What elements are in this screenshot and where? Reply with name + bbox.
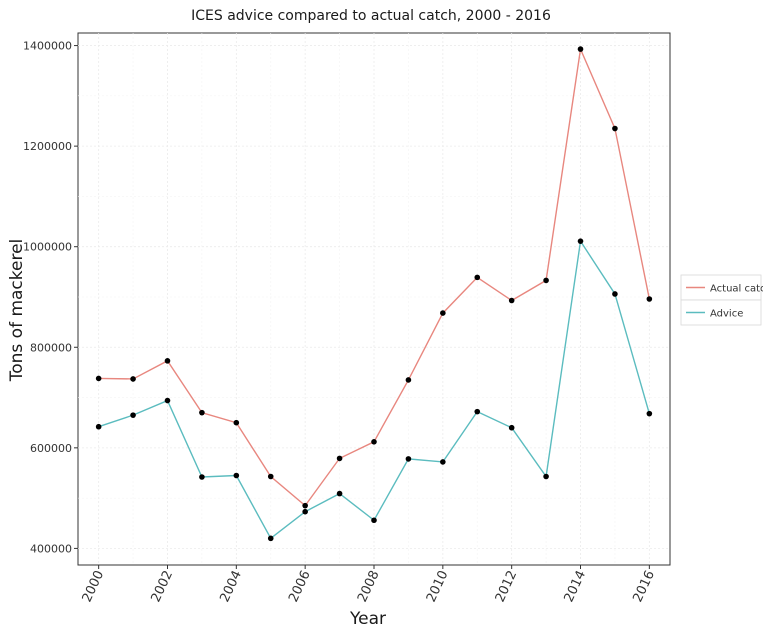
x-tick-label: 2004 bbox=[217, 568, 245, 604]
data-point bbox=[199, 474, 205, 480]
data-point bbox=[508, 424, 515, 431]
data-point bbox=[612, 291, 618, 297]
y-axis-title: Tons of mackerel bbox=[7, 239, 27, 383]
data-point bbox=[233, 472, 240, 479]
x-tick-label: 2006 bbox=[286, 568, 314, 604]
data-point bbox=[371, 439, 377, 445]
data-point bbox=[130, 376, 136, 382]
y-tick-label: 400000 bbox=[30, 542, 72, 555]
y-tick-label: 600000 bbox=[30, 442, 72, 455]
data-point bbox=[95, 423, 102, 430]
data-point bbox=[440, 310, 446, 316]
x-axis-title: Year bbox=[349, 609, 386, 627]
data-point bbox=[267, 473, 274, 480]
data-point bbox=[336, 490, 343, 497]
y-tick-label: 800000 bbox=[30, 341, 72, 354]
plot-panel bbox=[77, 32, 671, 566]
data-point bbox=[577, 46, 584, 52]
data-point bbox=[233, 419, 240, 426]
x-axis: 2000 2002 2004 2006 2008 2010 2012 2014 2016 bbox=[80, 565, 658, 605]
data-point bbox=[130, 412, 136, 418]
data-point bbox=[646, 410, 653, 417]
data-point bbox=[164, 397, 171, 404]
x-tick-label: 2012 bbox=[493, 568, 521, 604]
chart-title: ICES advice compared to actual catch, 20… bbox=[191, 8, 551, 24]
data-point bbox=[646, 296, 653, 302]
data-point bbox=[302, 502, 308, 509]
data-point bbox=[267, 535, 274, 542]
data-point bbox=[95, 375, 102, 382]
data-point bbox=[612, 125, 618, 132]
y-axis: 400000 600000 800000 1000000 1200000 1400000 bbox=[23, 40, 78, 555]
data-point bbox=[508, 297, 515, 304]
x-tick-label: 2002 bbox=[149, 568, 177, 604]
x-tick-label: 2014 bbox=[562, 568, 590, 604]
x-tick-label: 2000 bbox=[80, 568, 108, 604]
legend-label: Advice bbox=[710, 309, 743, 320]
data-point bbox=[164, 358, 171, 364]
y-tick-label: 1000000 bbox=[23, 241, 72, 254]
data-point bbox=[440, 459, 446, 465]
data-point bbox=[577, 238, 584, 244]
data-point bbox=[405, 377, 412, 383]
x-tick-label: 2010 bbox=[424, 568, 452, 604]
x-tick-label: 2016 bbox=[630, 568, 658, 604]
data-point bbox=[474, 274, 481, 281]
y-tick-label: 1200000 bbox=[23, 140, 72, 153]
data-point bbox=[199, 409, 205, 416]
legend-label: Actual catch bbox=[710, 284, 763, 295]
data-point bbox=[405, 456, 412, 462]
x-tick-label: 2008 bbox=[355, 568, 383, 604]
data-point bbox=[543, 277, 549, 284]
data-point bbox=[336, 455, 343, 462]
data-point bbox=[474, 408, 481, 415]
data-point bbox=[371, 517, 377, 524]
data-point bbox=[543, 473, 549, 480]
legend: Actual catch Advice bbox=[680, 274, 763, 326]
y-tick-label: 1400000 bbox=[23, 40, 72, 53]
series-points bbox=[95, 46, 653, 542]
data-point bbox=[302, 508, 308, 515]
